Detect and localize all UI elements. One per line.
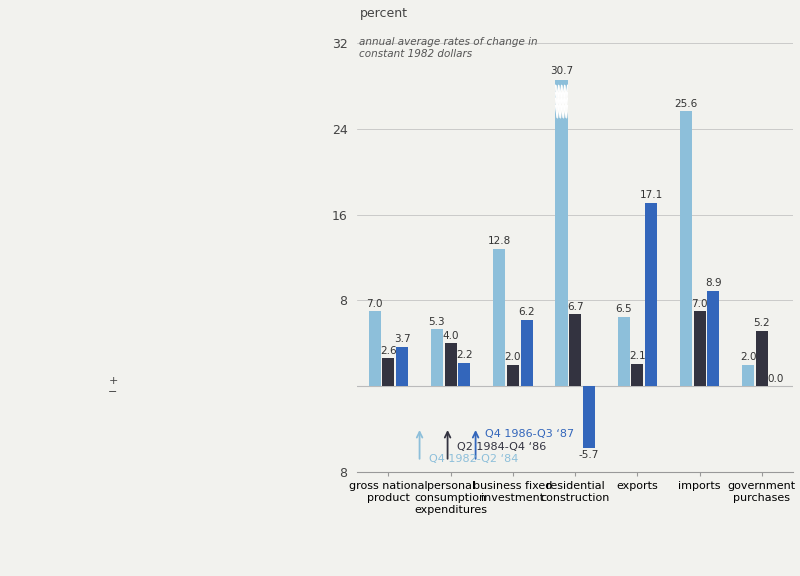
Text: 0.0: 0.0 [767,374,784,384]
Text: Q2 1984-Q4 ‘86: Q2 1984-Q4 ‘86 [457,442,546,452]
Bar [555,80,567,386]
Text: 17.1: 17.1 [639,190,662,200]
Bar [507,365,519,386]
Bar [618,317,630,386]
Text: 6.2: 6.2 [518,307,535,317]
Text: 2.0: 2.0 [740,353,757,362]
Text: 2.6: 2.6 [380,346,397,356]
Text: +: + [108,376,118,385]
Text: 12.8: 12.8 [488,236,511,247]
Text: 2.1: 2.1 [629,351,646,361]
Text: 4.0: 4.0 [442,331,459,341]
Bar [431,329,443,386]
Bar [569,314,582,386]
Bar [369,311,381,386]
Text: percent: percent [359,7,407,20]
Bar [756,331,768,386]
Bar [458,363,470,386]
Bar [631,364,643,386]
Bar [707,291,719,386]
Bar [583,386,595,448]
Text: 5.3: 5.3 [429,317,446,327]
Text: 30.7: 30.7 [550,66,573,76]
Bar [645,203,657,386]
Text: Q4 1982-Q2 ‘84: Q4 1982-Q2 ‘84 [429,454,518,464]
Text: annual average rates of change in
constant 1982 dollars: annual average rates of change in consta… [359,37,538,59]
Text: 25.6: 25.6 [674,99,698,109]
Text: -5.7: -5.7 [578,450,599,460]
Bar [694,311,706,386]
Bar [382,358,394,386]
Text: −: − [108,387,118,397]
Text: 7.0: 7.0 [691,298,708,309]
Text: 3.7: 3.7 [394,334,410,344]
Text: 7.0: 7.0 [366,298,383,309]
Bar [396,347,408,386]
Bar [494,249,506,386]
Text: 6.5: 6.5 [615,304,632,314]
Bar [445,343,457,386]
Text: 2.2: 2.2 [456,350,473,360]
Text: Q4 1986-Q3 ‘87: Q4 1986-Q3 ‘87 [485,429,574,439]
Bar [521,320,533,386]
Bar [742,365,754,386]
Text: 2.0: 2.0 [505,353,521,362]
Bar [680,112,692,386]
Text: 5.2: 5.2 [754,318,770,328]
Text: 8.9: 8.9 [705,278,722,288]
Text: 6.7: 6.7 [567,302,583,312]
